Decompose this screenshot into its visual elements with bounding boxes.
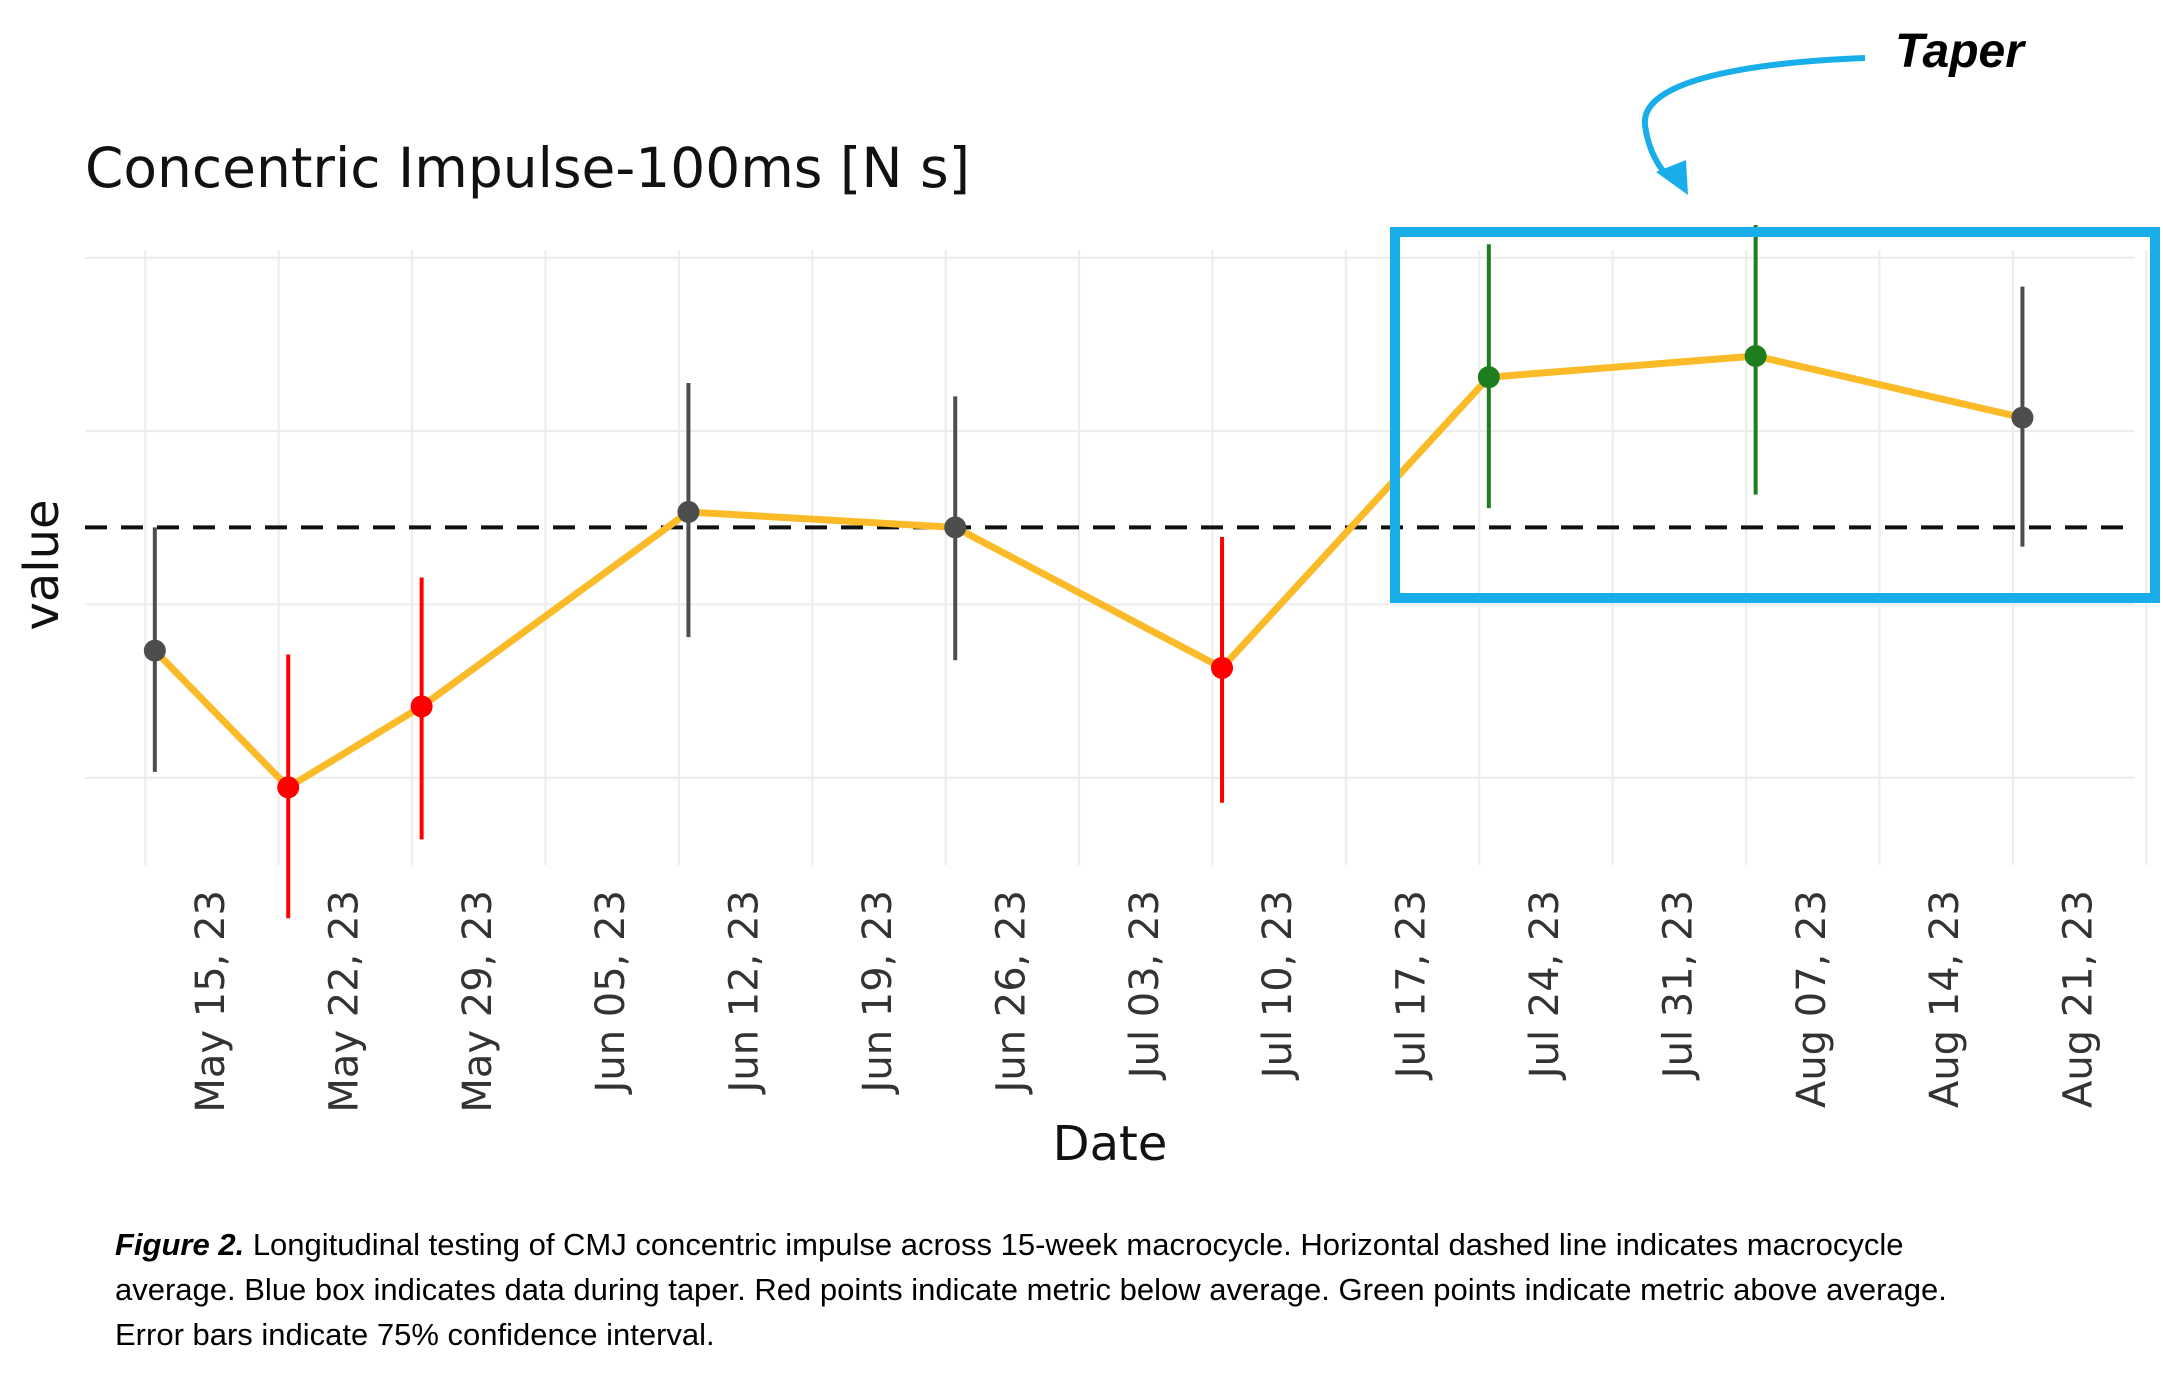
taper-box-layer: [1390, 227, 2160, 603]
taper-arrow-head: [1656, 160, 1688, 195]
y-axis-label: value: [14, 499, 70, 630]
data-point: [944, 516, 967, 539]
data-point: [1211, 656, 1234, 679]
data-points: [143, 344, 2034, 799]
x-tick-label: Jun 05, 23: [588, 890, 634, 1095]
x-tick-label: May 15, 23: [188, 890, 234, 1113]
data-point: [410, 695, 433, 718]
x-tick-label: Jun 19, 23: [855, 890, 901, 1095]
series-line: [152, 352, 2024, 791]
data-point: [277, 776, 300, 799]
data-point: [1477, 366, 1500, 389]
chart-title: Concentric Impulse-100ms [N s]: [85, 136, 970, 200]
x-tick-label: Aug 14, 23: [1922, 890, 1968, 1108]
taper-box: [1390, 227, 2160, 603]
taper-arrow-curve: [1641, 55, 1866, 181]
caption-figure-label: Figure 2.: [115, 1227, 245, 1262]
x-tick-labels: May 15, 23 May 22, 23 May 29, 23 Jun 05, 23…: [188, 890, 2102, 1113]
x-tick-label: Aug 07, 23: [1789, 890, 1835, 1108]
caption-text: Longitudinal testing of CMJ concentric i…: [115, 1227, 1947, 1352]
taper-label: Taper: [1895, 25, 2024, 78]
x-tick-label: May 22, 23: [321, 890, 367, 1113]
taper-arrow: [1641, 55, 1866, 195]
figure-caption: Figure 2. Longitudinal testing of CMJ co…: [115, 1222, 2015, 1357]
x-tick-label: Jul 10, 23: [1255, 890, 1301, 1081]
data-point: [1744, 344, 1767, 367]
x-tick-label: Jul 03, 23: [1122, 890, 1168, 1081]
x-tick-label: Aug 21, 23: [2056, 890, 2102, 1108]
series-line-layer: [152, 352, 2024, 791]
grid: [85, 250, 2148, 865]
x-tick-label: Jul 17, 23: [1389, 890, 1435, 1081]
x-tick-label: May 29, 23: [455, 890, 501, 1113]
x-tick-label: Jul 31, 23: [1655, 890, 1701, 1081]
x-tick-label: Jul 24, 23: [1522, 890, 1568, 1081]
x-axis-label: Date: [1053, 1116, 1168, 1172]
error-bars: [152, 225, 2025, 919]
x-tick-label: Jun 26, 23: [988, 890, 1034, 1095]
data-point: [677, 500, 700, 523]
data-point: [143, 639, 166, 662]
x-tick-label: Jun 12, 23: [722, 890, 768, 1095]
data-point: [2011, 406, 2034, 429]
